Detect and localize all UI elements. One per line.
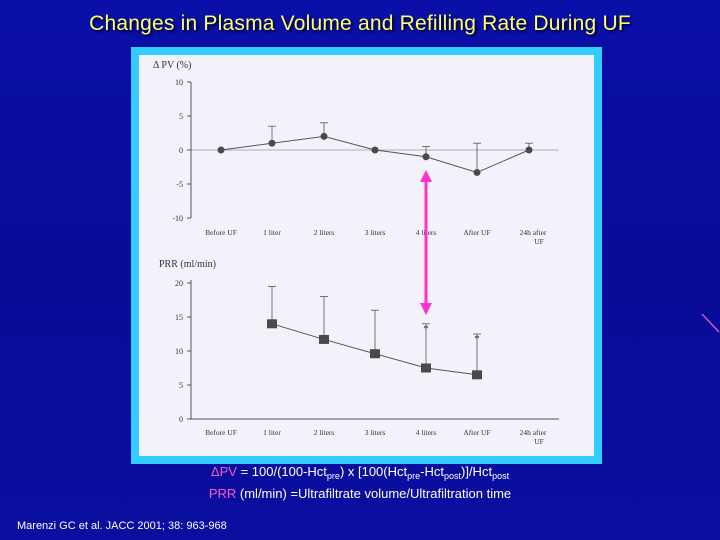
prr-ylabel: PRR (ml/min) bbox=[159, 259, 216, 270]
pv-ytick-label: 0 bbox=[179, 146, 183, 155]
pv-sub-pre2: pre bbox=[407, 471, 421, 481]
pv-data-point bbox=[217, 146, 225, 154]
prr-xtick-label: After UF bbox=[463, 428, 490, 437]
pv-ylabel: Δ PV (%) bbox=[153, 60, 191, 71]
prr-chart: PRR (ml/min) 20 15 10 5 0 * * Before UF 1 lite… bbox=[159, 259, 559, 446]
prr-xtick-label: 24h after UF bbox=[520, 428, 547, 446]
figure-paper: Δ PV (%) 10 5 0 -5 -10 Before UF 1 liter 2 lit… bbox=[139, 55, 594, 456]
prr-ytick-label: 10 bbox=[175, 347, 183, 356]
pv-sub-pre1: pre bbox=[326, 471, 340, 481]
prr-xtick-label: 4 liters bbox=[416, 428, 437, 437]
pink-arrow bbox=[420, 170, 432, 315]
pv-ytick-label: -10 bbox=[172, 214, 183, 223]
pv-formula-part4: )]/Hct bbox=[461, 464, 493, 479]
decorative-diagonal-line bbox=[701, 313, 720, 333]
pv-symbol: ΔPV bbox=[210, 464, 237, 479]
figure-frame: Δ PV (%) 10 5 0 -5 -10 Before UF 1 liter 2 lit… bbox=[131, 47, 602, 464]
pv-ytick-label: 10 bbox=[175, 78, 183, 87]
pv-xtick-label: Before UF bbox=[205, 228, 237, 237]
prr-formula-rest: (ml/min) =Ultrafiltrate volume/Ultrafilt… bbox=[236, 486, 512, 501]
prr-symbol: PRR bbox=[208, 486, 237, 501]
pv-ytick-label: -5 bbox=[176, 180, 183, 189]
prr-xtick-label: 1 liter bbox=[263, 428, 281, 437]
slide-title: Changes in Plasma Volume and Refilling R… bbox=[89, 12, 631, 35]
prr-ytick-label: 5 bbox=[179, 381, 183, 390]
pv-data-point bbox=[268, 139, 276, 147]
figure-charts: Δ PV (%) 10 5 0 -5 -10 Before UF 1 liter 2 lit… bbox=[153, 60, 559, 446]
prr-data-point bbox=[421, 363, 431, 373]
pv-chart: Δ PV (%) 10 5 0 -5 -10 Before UF 1 liter 2 lit… bbox=[153, 60, 559, 246]
pv-sub-post1: post bbox=[443, 471, 461, 481]
pv-formula-part1: = 100/(100-Hct bbox=[236, 464, 327, 479]
prr-data-point bbox=[267, 319, 277, 329]
prr-ytick-label: 0 bbox=[179, 415, 183, 424]
pv-xtick-label: 1 liter bbox=[263, 228, 281, 237]
pv-sub-post2: post bbox=[492, 471, 510, 481]
pv-series-line bbox=[220, 135, 530, 173]
prr-data-point bbox=[472, 370, 482, 380]
pv-formula-part2: ) x [100(Hct bbox=[339, 464, 408, 479]
prr-data-point bbox=[370, 349, 380, 359]
prr-significance-mark: * bbox=[474, 333, 480, 345]
pv-formula-part3: -Hct bbox=[420, 464, 444, 479]
prr-ytick-label: 15 bbox=[175, 313, 183, 322]
pv-xtick-label: 24h after UF bbox=[520, 228, 547, 246]
prr-significance-mark: * bbox=[423, 323, 429, 335]
prr-ytick-label: 20 bbox=[175, 279, 183, 288]
pv-data-point bbox=[525, 146, 533, 154]
pv-data-point bbox=[320, 132, 328, 140]
pv-ytick-label: 5 bbox=[179, 112, 183, 121]
prr-xtick-label: Before UF bbox=[205, 428, 237, 437]
pv-data-point bbox=[473, 168, 481, 176]
pv-xtick-label: 3 liters bbox=[365, 228, 386, 237]
pv-xtick-label: 2 liters bbox=[314, 228, 335, 237]
citation: Marenzi GC et al. JACC 2001; 38: 963-968 bbox=[17, 520, 227, 532]
prr-data-point bbox=[319, 334, 329, 344]
pv-formula: ΔPV = 100/(100-Hctpre) x [100(Hctpre-Hct… bbox=[135, 464, 585, 481]
prr-xtick-label: 2 liters bbox=[314, 428, 335, 437]
pv-xtick-label: After UF bbox=[463, 228, 490, 237]
pv-data-point bbox=[371, 146, 379, 154]
prr-formula: PRR (ml/min) =Ultrafiltrate volume/Ultra… bbox=[135, 486, 585, 501]
pv-data-point bbox=[422, 153, 430, 161]
prr-xtick-label: 3 liters bbox=[365, 428, 386, 437]
